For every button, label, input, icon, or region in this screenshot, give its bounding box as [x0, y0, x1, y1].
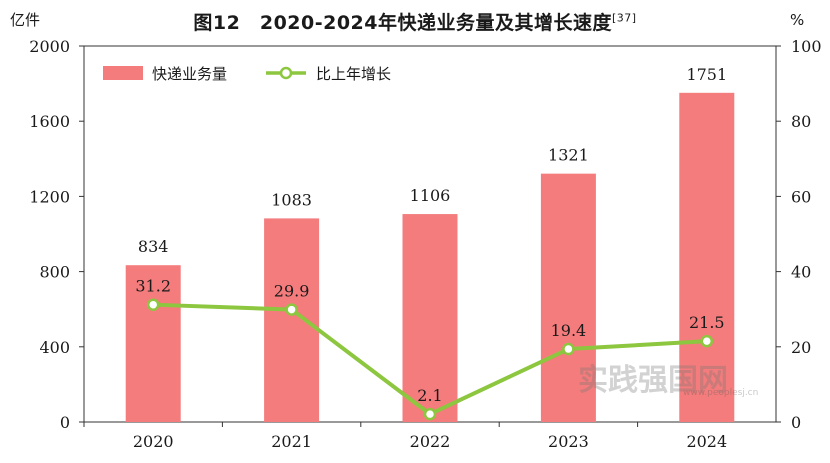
x-tick-label: 2020 [133, 432, 174, 451]
x-tick-label: 2024 [686, 432, 727, 451]
left-tick-label: 2000 [29, 37, 70, 56]
bar-data-label: 1321 [548, 146, 589, 165]
right-tick-label: 80 [791, 112, 811, 131]
right-tick-label: 40 [791, 263, 811, 282]
growth-point [423, 407, 437, 421]
left-tick-label: 400 [39, 338, 70, 357]
bar-data-label: 1083 [271, 190, 312, 209]
line-data-label: 21.5 [689, 313, 725, 332]
x-axis: 2020 2021 2022 2023 2024 [83, 422, 727, 451]
growth-point [700, 334, 714, 348]
right-tick-label: 100 [791, 37, 822, 56]
watermark-url: www.peoplesj.cn [683, 388, 758, 398]
growth-point [562, 342, 575, 356]
legend-bar-swatch [103, 66, 143, 80]
x-tick-label: 2023 [548, 432, 589, 451]
x-tick-label: 2021 [271, 432, 312, 451]
left-tick-label: 0 [60, 413, 70, 432]
chart-title: 图12 2020-2024年快递业务量及其增长速度[37] [0, 8, 830, 35]
watermark: 实践强国网 www.peoplesj.cn [578, 363, 758, 398]
right-tick-label: 60 [791, 187, 811, 206]
x-tick-label: 2022 [410, 432, 451, 451]
right-axis-unit: % [790, 11, 804, 29]
legend: 快递业务量 比上年增长 [103, 65, 391, 83]
bar [264, 218, 320, 422]
left-tick-label: 1600 [29, 112, 70, 131]
left-axis-unit: 亿件 [10, 11, 40, 29]
right-tick-label: 0 [791, 413, 801, 432]
line-series [146, 298, 714, 421]
bar-data-label: 834 [138, 237, 169, 256]
line-data-label: 31.2 [135, 277, 171, 296]
watermark-text: 实践强国网 [578, 363, 728, 398]
bar [679, 92, 735, 422]
bar-data-label: 1106 [410, 186, 451, 205]
bar [540, 173, 596, 422]
line-data-label: 19.4 [551, 321, 587, 340]
line-data-label: 2.1 [417, 386, 442, 405]
legend-line-label: 比上年增长 [316, 65, 391, 83]
right-tick-label: 20 [791, 338, 811, 357]
line-data-labels: 31.2 29.9 2.1 19.4 21.5 [135, 277, 724, 405]
bar [402, 214, 458, 422]
line-data-label: 29.9 [274, 282, 310, 301]
chart-title-ref: [37] [612, 11, 637, 25]
chart-title-text: 图12 2020-2024年快递业务量及其增长速度 [193, 12, 612, 34]
bar-series [125, 92, 735, 422]
growth-point [285, 303, 298, 316]
left-tick-label: 800 [39, 263, 70, 282]
legend-bar-label: 快递业务量 [152, 65, 227, 83]
bar-data-label: 1751 [686, 65, 727, 84]
left-axis: 0 400 800 1200 1600 2000 [29, 37, 84, 432]
bar-data-labels: 834 1083 1106 1321 1751 [138, 65, 727, 256]
left-tick-label: 1200 [29, 187, 70, 206]
legend-line-marker [279, 66, 293, 80]
growth-point [146, 298, 160, 311]
right-axis: 0 20 40 60 80 100 [776, 37, 822, 432]
bar [125, 265, 181, 422]
